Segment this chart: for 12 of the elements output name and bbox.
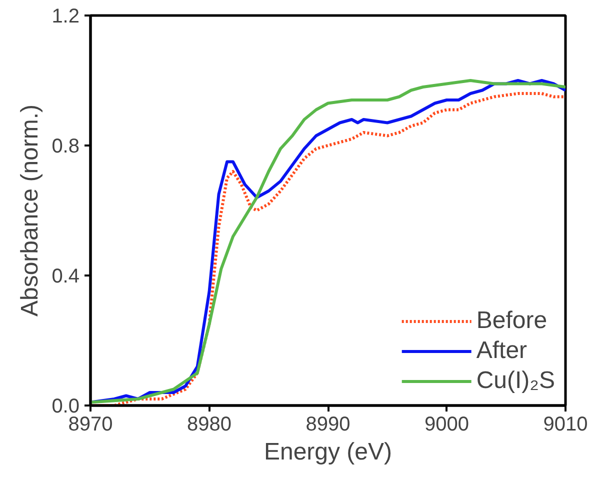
y-axis-title: Absorbance (norm.) — [16, 104, 44, 317]
x-axis-title: Energy (eV) — [264, 438, 392, 466]
y-tick-label: 0.8 — [52, 136, 80, 158]
x-tick-label: 9010 — [543, 414, 588, 436]
legend-label: After — [476, 337, 528, 365]
legend-label: Cu(I)₂S — [476, 367, 555, 395]
y-tick-label: 1.2 — [52, 6, 80, 28]
y-tick-label: 0.4 — [52, 266, 80, 288]
x-tick-label: 8990 — [306, 414, 350, 436]
x-tick-label: 8980 — [187, 414, 232, 436]
legend-label: Before — [476, 307, 548, 335]
x-tick-label: 9000 — [424, 414, 470, 436]
